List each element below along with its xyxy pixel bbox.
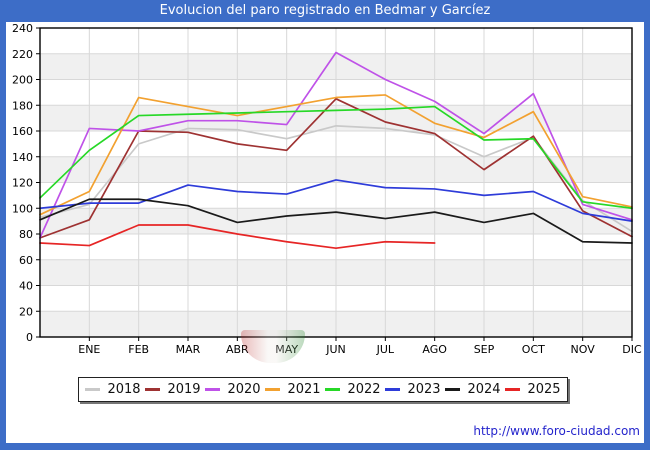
legend-label: 2020 [227,382,261,397]
x-axis-label: JUN [325,343,346,356]
x-axis-label: FEB [128,343,149,356]
y-axis-label: 240 [12,22,33,35]
x-axis-label: SEP [474,343,495,356]
legend-swatch-2023 [385,388,401,391]
legend-label: 2018 [107,382,141,397]
y-axis-label: 120 [12,177,33,190]
x-axis-label: MAY [275,343,298,356]
series-line-2024 [39,198,633,244]
legend-item-2021: 2021 [265,382,321,397]
x-axis-label: ENE [78,343,100,356]
legend-label: 2024 [467,382,501,397]
series-line-2023 [39,179,633,222]
x-axis-label: NOV [571,343,596,356]
legend-item-2019: 2019 [145,382,201,397]
x-axis-label: JUL [376,343,395,356]
legend-swatch-2019 [145,388,161,391]
y-axis-label: 160 [12,125,33,138]
y-axis-label: 40 [19,280,33,293]
x-axis-label: MAR [176,343,201,356]
x-axis-label: OCT [522,343,545,356]
y-axis-label: 180 [12,99,33,112]
series-line-2021 [39,94,633,216]
legend-item-2022: 2022 [325,382,381,397]
x-axis-label: ABR [226,343,249,356]
legend-swatch-2024 [445,388,461,391]
x-axis-label: DIC [622,343,642,356]
series-line-2020 [39,51,633,239]
y-axis-label: 0 [26,331,33,344]
legend-swatch-2018 [85,388,101,391]
legend: 2018 2019 2020 2021 2022 2023 2024 2025 [78,377,568,402]
x-axis-label: AGO [422,343,447,356]
y-axis-label: 20 [19,305,33,318]
legend-item-2020: 2020 [205,382,261,397]
legend-swatch-2020 [205,388,221,391]
y-axis-label: 200 [12,74,33,87]
legend-swatch-2022 [325,388,341,391]
legend-label: 2022 [347,382,381,397]
y-axis-label: 80 [19,228,33,241]
y-axis-label: 100 [12,202,33,215]
series-line-2025 [39,224,436,250]
chart-title: Evolucion del paro registrado en Bedmar … [159,3,491,18]
legend-label: 2025 [527,382,561,397]
legend-item-2018: 2018 [85,382,141,397]
legend-label: 2023 [407,382,441,397]
series-line-2022 [39,105,633,210]
y-axis-label: 60 [19,254,33,267]
y-axis-label: 220 [12,48,33,61]
legend-item-2025: 2025 [505,382,561,397]
source-url-link[interactable]: http://www.foro-ciudad.com [473,424,640,438]
legend-swatch-2025 [505,388,521,391]
legend-item-2024: 2024 [445,382,501,397]
legend-label: 2021 [287,382,321,397]
legend-label: 2019 [167,382,201,397]
legend-item-2023: 2023 [385,382,441,397]
legend-swatch-2021 [265,388,281,391]
y-axis-label: 140 [12,151,33,164]
